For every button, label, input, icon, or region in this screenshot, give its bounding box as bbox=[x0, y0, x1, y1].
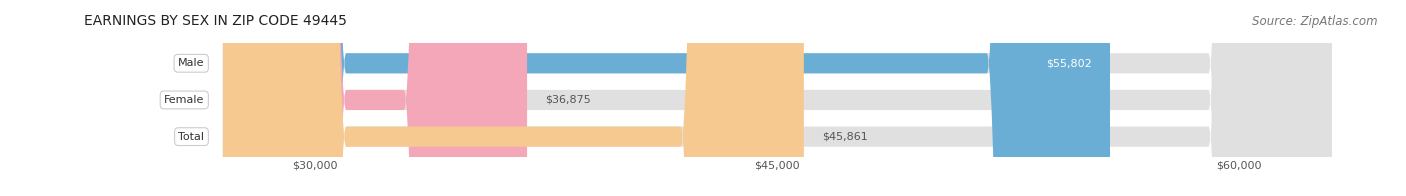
Text: Source: ZipAtlas.com: Source: ZipAtlas.com bbox=[1253, 15, 1378, 28]
FancyBboxPatch shape bbox=[224, 0, 1331, 196]
Text: $45,861: $45,861 bbox=[823, 132, 868, 142]
Text: $55,802: $55,802 bbox=[1046, 58, 1091, 68]
FancyBboxPatch shape bbox=[224, 0, 1331, 196]
Text: Total: Total bbox=[179, 132, 204, 142]
Text: $36,875: $36,875 bbox=[546, 95, 592, 105]
Text: Female: Female bbox=[165, 95, 204, 105]
Text: EARNINGS BY SEX IN ZIP CODE 49445: EARNINGS BY SEX IN ZIP CODE 49445 bbox=[84, 14, 347, 28]
Text: Male: Male bbox=[179, 58, 204, 68]
FancyBboxPatch shape bbox=[224, 0, 804, 196]
FancyBboxPatch shape bbox=[224, 0, 1331, 196]
FancyBboxPatch shape bbox=[224, 0, 1109, 196]
FancyBboxPatch shape bbox=[224, 0, 527, 196]
